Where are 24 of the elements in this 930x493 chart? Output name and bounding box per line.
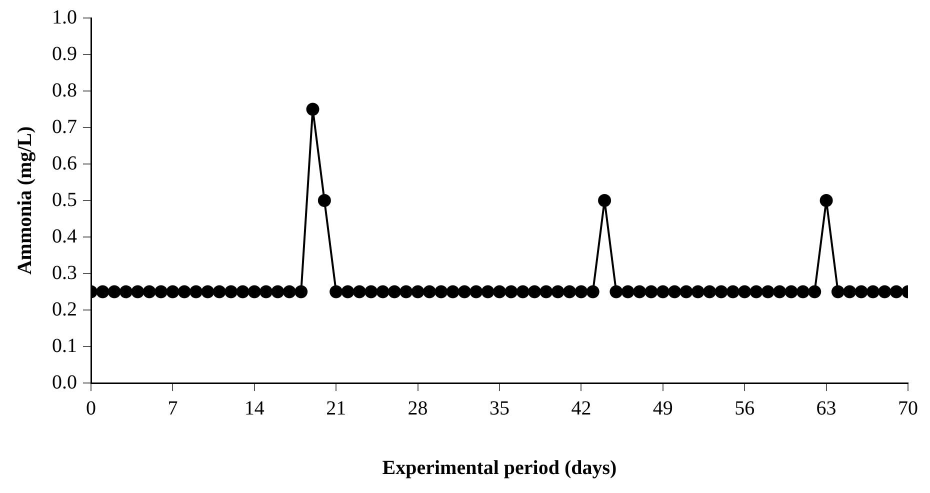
y-tick-label: 0.7 (52, 116, 77, 138)
y-tick-label: 0.5 (52, 188, 77, 211)
x-tick-label: 0 (86, 397, 96, 420)
x-tick-label: 14 (244, 397, 264, 420)
x-tick-label: 49 (652, 397, 673, 420)
x-tick-label: 28 (408, 397, 428, 420)
x-tick-label: 70 (898, 397, 918, 420)
y-axis-title: Ammonia (mg/L) (14, 126, 36, 275)
y-tick-label: 0.0 (52, 371, 77, 394)
y-tick-label: 0.2 (52, 298, 77, 320)
y-tick-label: 1.0 (52, 6, 77, 28)
y-tick-label: 0.6 (52, 152, 77, 174)
y-tick-label: 0.3 (52, 262, 77, 284)
y-tick-label: 0.4 (52, 225, 77, 248)
y-tick-label: 0.8 (52, 79, 77, 102)
x-tick-label: 35 (490, 397, 510, 420)
y-tick-label: 0.9 (52, 42, 77, 65)
y-tick-label: 0.1 (52, 334, 77, 357)
x-tick-label: 21 (326, 397, 346, 420)
x-tick-label: 56 (734, 397, 755, 420)
x-tick-label: 42 (571, 397, 592, 420)
x-tick-label: 7 (168, 397, 178, 420)
x-tick-label: 63 (816, 397, 836, 420)
x-axis-title: Experimental period (days) (382, 457, 617, 480)
